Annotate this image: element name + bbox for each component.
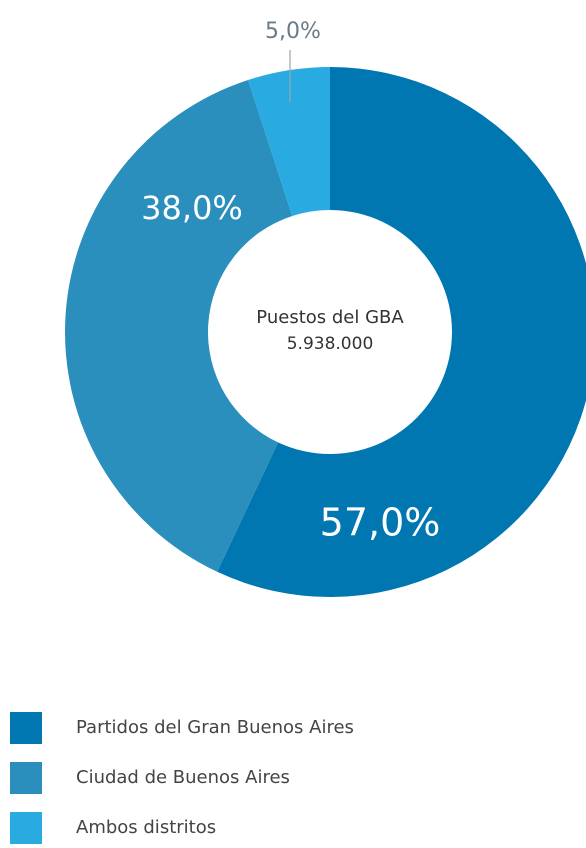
legend-swatch xyxy=(10,712,42,744)
legend-label: Ambos distritos xyxy=(76,817,216,838)
legend-label: Partidos del Gran Buenos Aires xyxy=(76,717,354,738)
value-label: 5,0% xyxy=(265,19,321,44)
slice xyxy=(248,67,330,216)
value-label: 38,0% xyxy=(141,189,243,227)
legend-swatch xyxy=(10,762,42,794)
slice xyxy=(217,67,586,597)
legend-label: Ciudad de Buenos Aires xyxy=(76,767,290,788)
value-label: 57,0% xyxy=(320,501,441,545)
center-title: Puestos del GBA xyxy=(256,307,404,328)
slice xyxy=(64,79,293,572)
legend-swatch xyxy=(10,812,42,844)
center-value: 5.938.000 xyxy=(287,334,374,354)
